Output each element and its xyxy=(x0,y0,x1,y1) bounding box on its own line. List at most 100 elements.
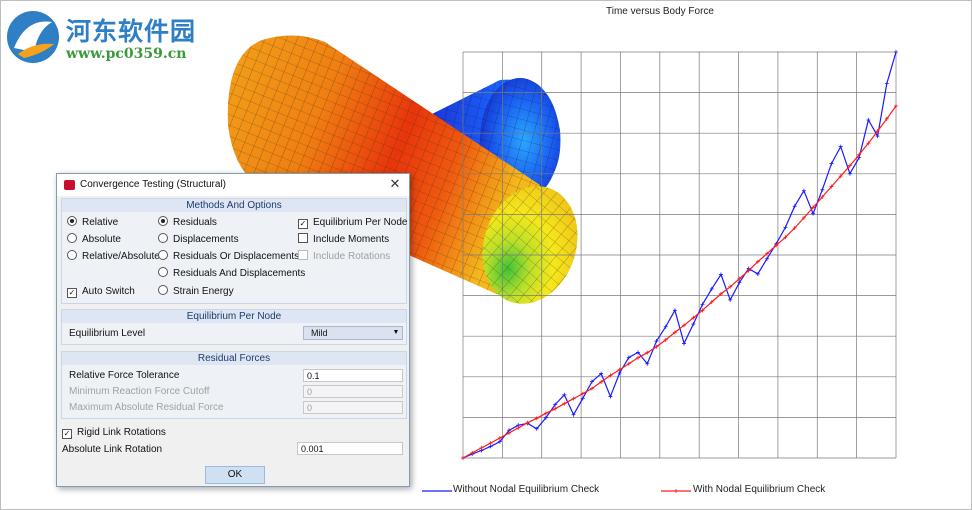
data-point-with-check xyxy=(737,276,742,281)
checkbox-icon xyxy=(298,233,308,243)
data-point-with-check xyxy=(700,308,705,313)
watermark-title: 河东软件园 xyxy=(66,17,197,46)
equilibrium-header: Equilibrium Per Node xyxy=(62,310,406,323)
data-point-with-check xyxy=(608,373,613,378)
legend-label-with-check: With Nodal Equilibrium Check xyxy=(693,484,826,495)
data-point-with-check xyxy=(645,350,650,355)
equilibrium-level-select[interactable]: Mild ▼ xyxy=(303,326,403,340)
data-point-with-check xyxy=(562,401,567,406)
equilibrium-group: Equilibrium Per Node Equilibrium Level M… xyxy=(61,309,407,345)
checkbox-auto-switch[interactable]: ✓ Auto Switch xyxy=(67,286,135,298)
data-point-with-check xyxy=(599,379,604,384)
radio-icon xyxy=(67,250,77,260)
data-point-with-check xyxy=(820,194,825,199)
data-point-with-check xyxy=(801,215,806,220)
data-point-with-check xyxy=(783,235,788,240)
radio-icon xyxy=(158,250,168,260)
watermark: 河东软件园 www.pc0359.cn xyxy=(4,8,204,70)
radio-displacements[interactable]: Displacements xyxy=(158,233,239,247)
data-point-with-check xyxy=(792,226,797,231)
checkbox-include-moments[interactable]: Include Moments xyxy=(298,233,389,247)
residual-forces-header: Residual Forces xyxy=(62,352,406,365)
convergence-testing-dialog: Convergence Testing (Structural) ✕ Metho… xyxy=(56,173,410,487)
watermark-logo-icon xyxy=(7,11,59,63)
data-point-without-check xyxy=(626,355,631,360)
data-point-without-check xyxy=(801,188,806,193)
data-point-with-check xyxy=(746,268,751,273)
data-point-without-check xyxy=(709,286,714,291)
close-icon[interactable]: ✕ xyxy=(389,176,401,191)
data-point-with-check xyxy=(507,430,512,435)
minimum-reaction-force-cutoff-input: 0 xyxy=(303,385,403,398)
data-point-with-check xyxy=(497,436,502,441)
checkbox-checked-icon: ✓ xyxy=(62,429,72,439)
data-point-with-check xyxy=(866,141,871,146)
data-point-without-check xyxy=(811,211,816,216)
watermark-url: www.pc0359.cn xyxy=(66,46,187,62)
data-point-with-check xyxy=(682,323,687,328)
series-line-with-check xyxy=(462,105,897,459)
data-point-without-check xyxy=(792,204,797,209)
radio-relative-absolute[interactable]: Relative/Absolute xyxy=(67,250,160,264)
data-point-with-check xyxy=(589,386,594,391)
data-point-without-check xyxy=(838,144,843,149)
relative-force-tolerance-label: Relative Force Tolerance xyxy=(69,370,180,381)
data-point-without-check xyxy=(534,426,539,431)
data-point-without-check xyxy=(682,341,687,346)
radio-residuals[interactable]: Residuals xyxy=(158,216,217,230)
data-point-with-check xyxy=(663,337,668,342)
data-point-with-check xyxy=(470,450,475,455)
data-point-with-check xyxy=(755,259,760,264)
data-point-with-check xyxy=(461,456,465,460)
radio-icon xyxy=(67,233,77,243)
series-line-without-check xyxy=(462,51,897,459)
data-point-with-check xyxy=(580,391,585,396)
data-point-with-check xyxy=(884,116,889,121)
data-point-with-check xyxy=(847,163,852,168)
checkbox-rigid-link-rotations[interactable]: ✓ Rigid Link Rotations xyxy=(62,427,166,439)
data-point-with-check xyxy=(543,411,548,416)
relative-force-tolerance-input[interactable]: 0.1 xyxy=(303,369,403,382)
data-point-with-check xyxy=(571,396,576,401)
data-point-with-check xyxy=(617,367,622,372)
absolute-link-rotation-input[interactable]: 0.001 xyxy=(297,442,403,455)
data-point-without-check xyxy=(755,271,760,276)
dialog-title: Convergence Testing (Structural) xyxy=(80,179,226,190)
radio-residuals-and-displacements[interactable]: Residuals And Displacements xyxy=(158,267,305,281)
data-point-without-check xyxy=(672,308,677,313)
data-point-with-check xyxy=(811,205,816,210)
data-point-with-check xyxy=(672,330,677,335)
data-point-without-check xyxy=(737,280,742,285)
data-point-without-check xyxy=(829,161,834,166)
data-point-with-check xyxy=(875,129,880,134)
data-point-without-check xyxy=(884,81,889,86)
radio-absolute[interactable]: Absolute xyxy=(67,233,121,247)
radio-strain-energy[interactable]: Strain Energy xyxy=(158,285,234,299)
data-point-with-check xyxy=(525,420,530,425)
ok-button[interactable]: OK xyxy=(205,466,265,484)
methods-header: Methods And Options xyxy=(62,199,406,212)
data-point-without-check xyxy=(728,297,733,302)
checkbox-include-rotations: Include Rotations xyxy=(298,250,390,264)
data-point-with-check xyxy=(838,174,843,179)
data-point-with-check xyxy=(709,299,714,304)
radio-relative[interactable]: Relative xyxy=(67,216,118,230)
radio-icon xyxy=(158,285,168,295)
data-point-without-check xyxy=(894,50,898,54)
data-point-without-check xyxy=(562,392,567,397)
data-point-with-check xyxy=(857,152,862,157)
data-point-with-check xyxy=(488,441,493,446)
data-point-without-check xyxy=(783,225,788,230)
data-point-with-check xyxy=(534,416,539,421)
data-point-without-check xyxy=(875,134,880,139)
data-point-without-check xyxy=(571,412,576,417)
data-point-with-check xyxy=(829,184,834,189)
dialog-titlebar[interactable]: Convergence Testing (Structural) ✕ xyxy=(57,174,409,196)
checkbox-equilibrium-per-node[interactable]: ✓ Equilibrium Per Node xyxy=(298,217,408,229)
legend-marker-with-check xyxy=(674,489,678,493)
data-point-with-check xyxy=(765,251,770,256)
data-point-without-check xyxy=(497,439,502,444)
radio-icon xyxy=(158,233,168,243)
radio-residuals-or-displacements[interactable]: Residuals Or Displacements xyxy=(158,250,299,264)
